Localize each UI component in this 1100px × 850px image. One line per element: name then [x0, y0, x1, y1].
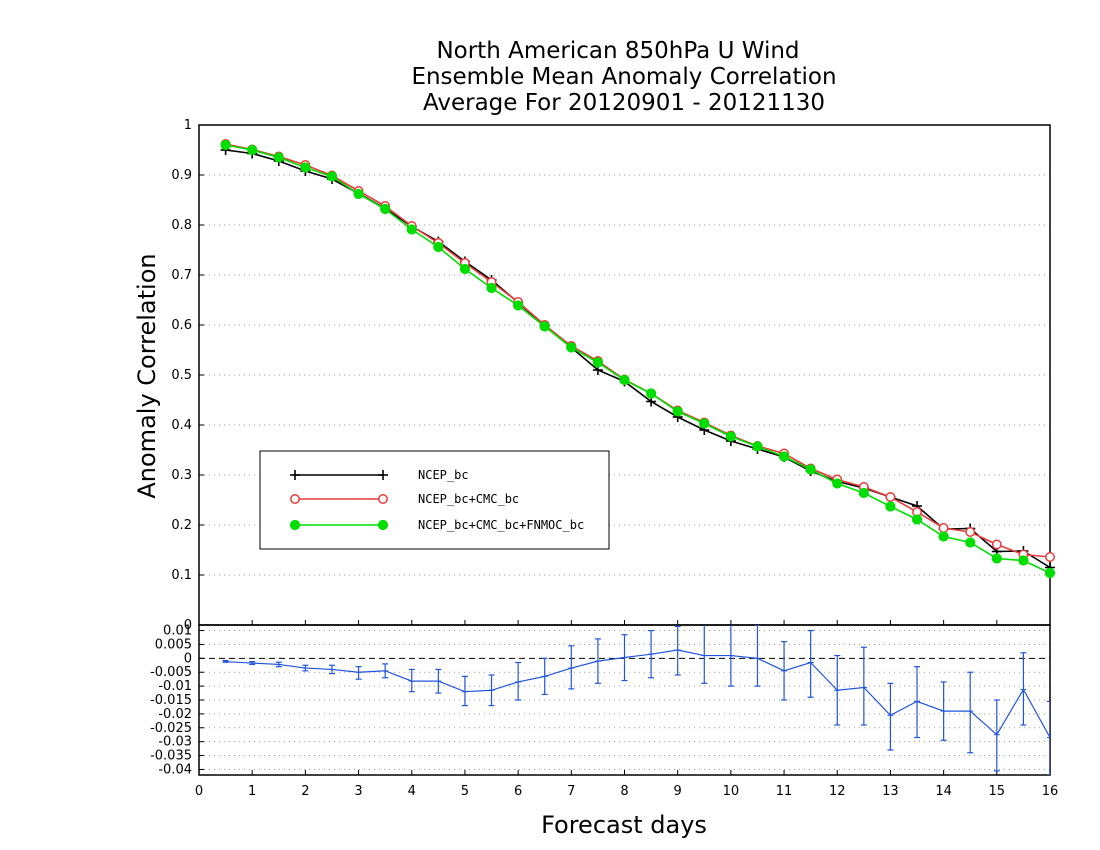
y-axis-label: Anomaly Correlation	[133, 253, 161, 498]
data-point-filled-circle	[832, 478, 843, 489]
x-axis-label: Forecast days	[541, 811, 707, 839]
y-tick-label: -0.005	[150, 665, 192, 680]
data-point-filled-circle	[965, 537, 976, 548]
legend-label: NCEP_bc+CMC_bc	[418, 492, 519, 506]
data-point-open-circle	[938, 523, 949, 533]
data-point-filled-circle	[1044, 567, 1056, 579]
y-tick-label: 0.01	[163, 624, 192, 639]
x-tick-label: 0	[195, 784, 203, 799]
y-tick-label: -0.035	[150, 749, 192, 764]
data-point-filled-circle	[911, 514, 923, 525]
x-tick-label: 14	[935, 784, 952, 799]
y-tick-label: 0.2	[171, 518, 192, 533]
data-point-filled-circle	[778, 451, 790, 462]
y-tick-label: -0.025	[150, 721, 192, 736]
difference-panel: 00.010.0050-0.005-0.01-0.015-0.02-0.025-…	[150, 618, 1058, 799]
y-tick-label: -0.04	[158, 762, 192, 777]
data-point-filled-circle	[885, 501, 896, 512]
data-point-filled-circle	[486, 282, 497, 294]
y-tick-label: 0.7	[171, 268, 192, 283]
data-point-open-circle	[991, 539, 1002, 550]
data-point-filled-circle	[752, 441, 763, 452]
data-point-filled-circle	[377, 519, 389, 531]
data-point-filled-circle	[326, 171, 338, 182]
x-tick-label: 2	[301, 784, 309, 799]
x-tick-label: 4	[408, 784, 416, 799]
legend-label: NCEP_bc+CMC_bc+FNMOC_bc	[418, 518, 584, 532]
data-point-filled-circle	[805, 464, 816, 475]
data-point-open-circle	[885, 492, 896, 502]
data-point-open-circle	[965, 527, 976, 537]
y-tick-label: -0.03	[158, 735, 192, 750]
data-point-filled-circle	[380, 203, 391, 215]
data-point-filled-circle	[539, 321, 550, 332]
data-point-open-circle	[290, 494, 300, 504]
data-point-filled-circle	[858, 487, 869, 499]
data-point-filled-circle	[220, 139, 231, 151]
x-tick-label: 6	[514, 784, 522, 799]
data-point-filled-circle	[699, 418, 710, 429]
data-point-open-circle	[1045, 552, 1055, 562]
x-tick-label: 8	[620, 784, 628, 799]
data-point-filled-circle	[938, 531, 949, 542]
data-point-filled-circle	[406, 224, 417, 235]
data-point-filled-circle	[353, 188, 364, 200]
x-tick-label: 13	[882, 784, 899, 799]
data-point-filled-circle	[273, 152, 284, 163]
data-point-filled-circle	[433, 241, 444, 253]
data-point-filled-circle	[619, 374, 630, 386]
y-tick-label: -0.015	[150, 693, 192, 708]
data-point-filled-circle	[672, 406, 683, 417]
data-point-open-circle	[378, 494, 388, 504]
data-point-filled-circle	[592, 357, 604, 368]
top-panel: 0.1 0.2 0.3 0.4 0.5 0.6 0.7 0.8 0.9 1	[171, 118, 1056, 626]
x-tick-label: 15	[989, 784, 1006, 799]
data-point-filled-circle	[725, 431, 736, 442]
data-point-filled-circle	[247, 144, 258, 156]
data-point-filled-circle	[991, 553, 1002, 564]
y-tick-label: 0.005	[155, 637, 192, 652]
y-tick-label: -0.02	[158, 707, 192, 722]
x-tick-label: 5	[461, 784, 469, 799]
title-line-2: Ensemble Mean Anomaly Correlation	[411, 64, 836, 90]
chart-title: North American 850hPa U Wind Ensemble Me…	[411, 38, 836, 116]
legend-label: NCEP_bc	[418, 468, 469, 482]
x-tick-label: 3	[354, 784, 362, 799]
series-difference	[222, 625, 1050, 775]
y-tick-label: 0.5	[171, 368, 192, 383]
x-tick-label: 7	[567, 784, 575, 799]
data-point-filled-circle	[645, 388, 657, 399]
x-tick-label: 10	[723, 784, 740, 799]
x-tick-label: 12	[829, 784, 846, 799]
data-point-filled-circle	[1018, 555, 1029, 566]
data-point-filled-circle	[300, 162, 311, 173]
data-point-filled-circle	[513, 300, 524, 311]
y-tick-label: 0	[184, 618, 192, 633]
title-line-3: Average For 20120901 - 20121130	[423, 90, 825, 116]
y-tick-label: -0.01	[158, 679, 192, 694]
y-tick-label: 1	[184, 118, 192, 133]
data-point-filled-circle	[289, 519, 301, 531]
series-ncep-bc-cmc-bc-fnmoc-bc	[220, 139, 1056, 579]
y-tick-label: 0.9	[171, 168, 192, 183]
x-tick-label: 9	[674, 784, 682, 799]
data-point-filled-circle	[459, 263, 471, 275]
x-tick-label: 16	[1042, 784, 1059, 799]
series-line	[225, 649, 1050, 738]
y-tick-label: 0.3	[171, 468, 192, 483]
title-line-1: North American 850hPa U Wind	[436, 38, 799, 64]
x-tick-label: 11	[776, 784, 793, 799]
y-tick-label: 0.1	[171, 568, 192, 583]
y-tick-label: 0	[184, 651, 192, 666]
legend-box	[259, 450, 610, 550]
data-point-filled-circle	[566, 342, 577, 353]
legend: NCEP_bc NCEP_bc+CMC_bc NCEP_bc+CMC_bc+FNMO…	[259, 450, 610, 550]
y-tick-label: 0.6	[171, 318, 192, 333]
x-tick-label: 1	[248, 784, 256, 799]
y-tick-label: 0.8	[171, 218, 192, 233]
y-tick-label: 0.4	[171, 418, 192, 433]
